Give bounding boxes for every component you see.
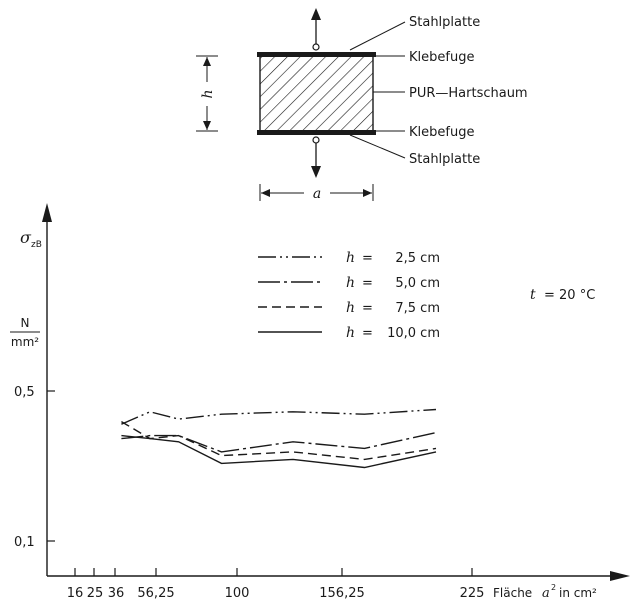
leader-stahlplatte-top (349, 21, 406, 51)
x-axis-arrowhead (610, 571, 630, 581)
force-arrowhead-bottom (311, 166, 321, 178)
y-label-symbol: σ (20, 228, 32, 247)
foam-block (259, 55, 374, 132)
legend-eq-1: = (362, 276, 373, 291)
force-arrowhead-top (311, 8, 321, 20)
series-line-1 (121, 431, 437, 453)
x-label-variable: a (542, 586, 550, 601)
temperature-value: = 20 °C (544, 288, 595, 303)
legend-var-2: h (346, 300, 355, 316)
legend-var-1: h (346, 275, 355, 291)
leader-stahlplatte-bottom (349, 134, 406, 159)
plot-lines (121, 408, 437, 469)
dim-h-arrow-bottom (203, 121, 211, 130)
temperature-variable: t (530, 287, 536, 303)
x-tick-label-0: 16 (67, 586, 84, 601)
y-tick-label-1: 0,1 (14, 535, 35, 550)
label-klebefuge-bottom: Klebefuge (409, 125, 474, 140)
label-a: a (313, 186, 321, 202)
x-axis-label: Fläche a 2 in cm² (493, 583, 597, 601)
label-stahlplatte-top: Stahlplatte (409, 15, 480, 30)
dim-h-arrow-top (203, 57, 211, 66)
y-axis-label: σ zB N mm² (10, 228, 42, 349)
x-label-prefix: Fläche (493, 586, 532, 600)
x-label-suffix: in cm² (559, 586, 597, 600)
label-pur-hartschaum: PUR—Hartschaum (409, 86, 528, 101)
y-unit-numerator: N (21, 316, 30, 330)
steel-plate-bottom (257, 130, 376, 135)
legend-eq-2: = (362, 301, 373, 316)
x-tick-label-4: 100 (225, 586, 250, 601)
x-tick-label-3: 56,25 (137, 586, 174, 601)
legend-var-0: h (346, 250, 355, 266)
hinge-top (312, 43, 320, 51)
series-line-0 (121, 408, 437, 425)
x-label-superscript: 2 (551, 583, 556, 592)
hinge-bottom (312, 136, 320, 144)
legend-eq-0: = (362, 251, 373, 266)
legend-value-1: 5,0 cm (395, 276, 440, 291)
label-klebefuge-top: Klebefuge (409, 50, 474, 65)
y-axis-arrowhead (42, 203, 52, 222)
specimen-diagram: Stahlplatte Klebefuge PUR—Hartschaum Kle… (196, 8, 528, 202)
x-tick-label-6: 225 (460, 586, 485, 601)
dim-a-arrow-right (363, 189, 372, 197)
dim-a-arrow-left (261, 189, 270, 197)
legend-value-2: 7,5 cm (395, 301, 440, 316)
legend-eq-3: = (362, 326, 373, 341)
label-stahlplatte-bottom: Stahlplatte (409, 152, 480, 167)
y-unit-denominator: mm² (11, 335, 39, 349)
legend-value-0: 2,5 cm (395, 251, 440, 266)
x-tick-label-5: 156,25 (319, 586, 365, 601)
label-h: h (200, 89, 216, 98)
y-tick-label-0: 0,5 (14, 385, 35, 400)
legend-value-3: 10,0 cm (387, 326, 440, 341)
x-tick-label-1: 25 (87, 586, 104, 601)
steel-plate-top (257, 52, 376, 57)
chart-axes (42, 203, 630, 581)
legend-var-3: h (346, 325, 355, 341)
legend: h = 2,5 cm h = 5,0 cm h = 7,5 cm h = 10,… (258, 250, 440, 341)
series-line-3 (121, 434, 437, 469)
x-ticks: 16 25 36 56,25 100 156,25 225 (67, 568, 485, 601)
temperature-note: t = 20 °C (530, 287, 595, 303)
y-ticks: 0,5 0,1 (14, 385, 55, 550)
y-label-subscript: zB (31, 240, 42, 250)
x-tick-label-2: 36 (108, 586, 125, 601)
